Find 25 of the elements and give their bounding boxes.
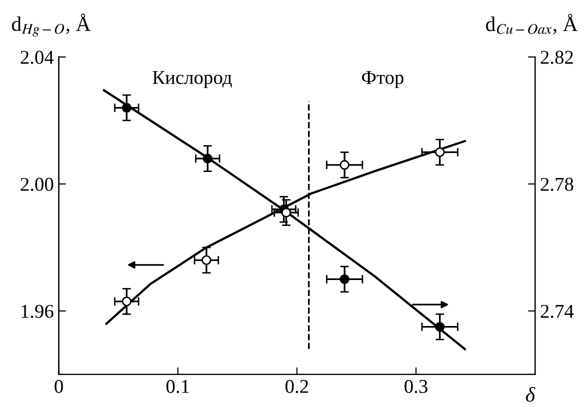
point [281, 208, 292, 218]
point [122, 102, 132, 113]
point [434, 147, 445, 158]
point [122, 296, 132, 306]
x-tick-label: 0.3 [404, 380, 428, 394]
point [202, 255, 212, 266]
x-tick-label: 0.1 [166, 380, 189, 394]
point [340, 160, 350, 170]
y2-tick-label: 2.74 [540, 304, 574, 318]
point [434, 322, 445, 332]
y2-tick-label: 2.78 [540, 178, 574, 191]
annotation: Кислород [152, 71, 232, 88]
y-tick-label: 2.04 [20, 50, 54, 64]
x-axis-title: δ [526, 387, 536, 402]
point [340, 274, 350, 284]
y-tick-label: 1.96 [22, 304, 54, 318]
y-tick-label: 2.00 [20, 178, 54, 191]
x-tick-label: 0 [54, 380, 63, 393]
x-tick-label: 0.2 [286, 380, 308, 394]
point [202, 154, 212, 164]
annotation: Фтор [362, 71, 404, 88]
y2-tick-label: 2.82 [540, 50, 573, 64]
line-series [102, 89, 466, 350]
y-axis-title: d$_{Hg−O}$, Å [12, 14, 91, 37]
y2-axis-title: d$_{Cu−Oax}$, Å [486, 14, 578, 34]
